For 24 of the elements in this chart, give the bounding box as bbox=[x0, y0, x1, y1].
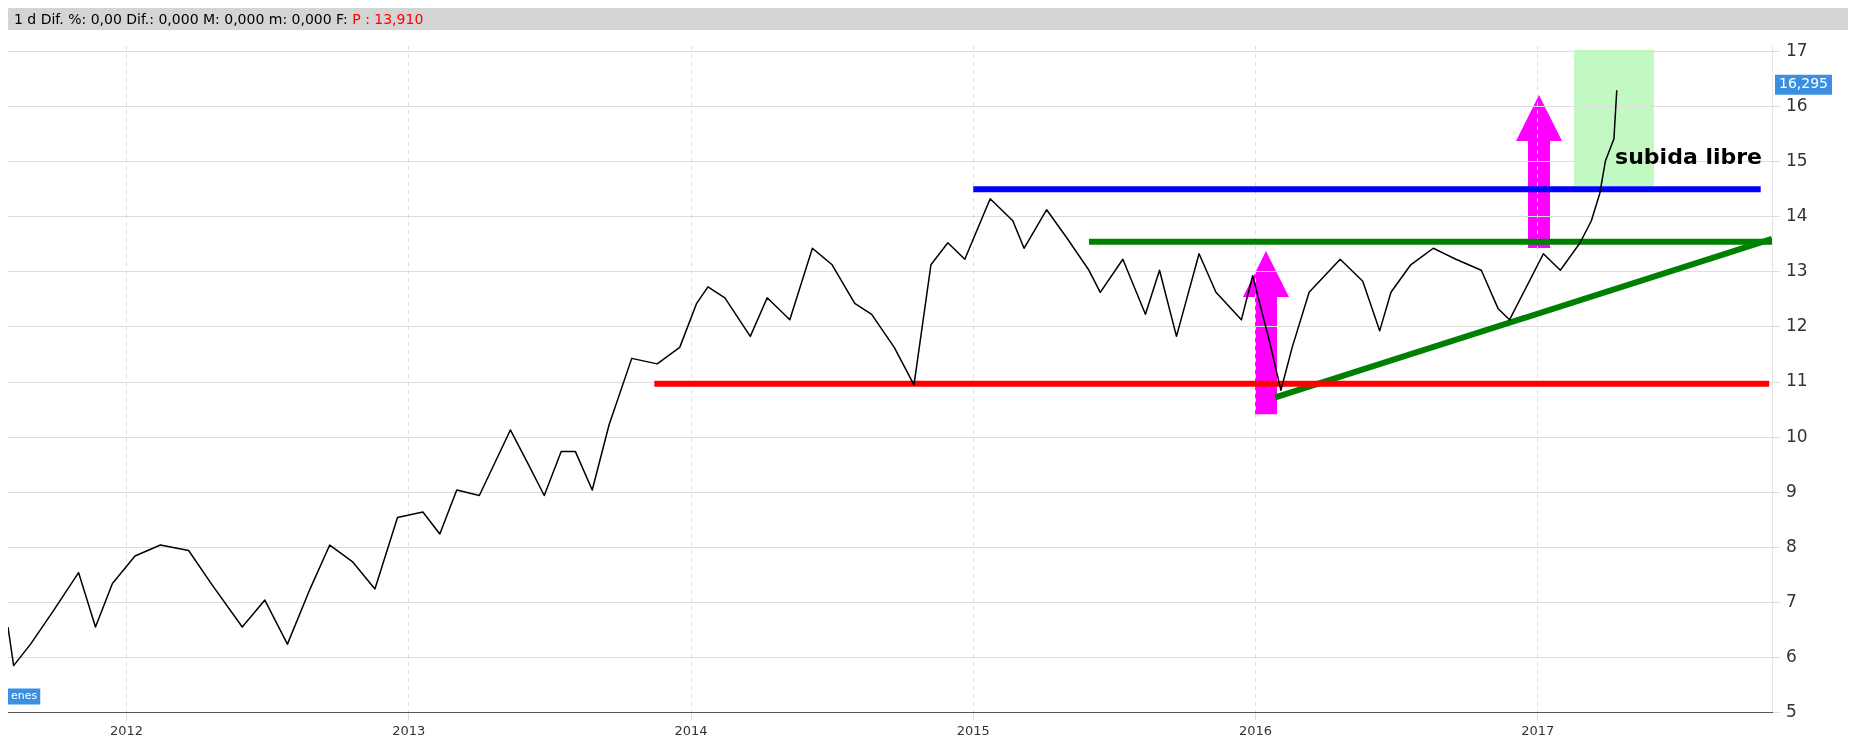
annotation: enes bbox=[11, 689, 38, 703]
y-tick-label: 11 bbox=[1786, 370, 1808, 391]
y-tick-label: 9 bbox=[1786, 480, 1797, 501]
x-tick-label: 2015 bbox=[956, 722, 990, 738]
chart-subtitle: P : 13,910 bbox=[352, 11, 424, 27]
annotation: subida libre bbox=[1615, 144, 1762, 170]
x-tick-label: 2017 bbox=[1521, 722, 1555, 738]
x-tick-label: 2014 bbox=[674, 722, 708, 738]
text: 16,295 bbox=[1779, 75, 1828, 92]
y-tick-label: 5 bbox=[1786, 700, 1797, 721]
y-tick-label: 13 bbox=[1786, 260, 1808, 281]
x-tick-label: 2013 bbox=[392, 722, 426, 738]
y-tick-label: 16 bbox=[1786, 95, 1808, 116]
y-tick-label: 15 bbox=[1786, 150, 1808, 171]
x-tick-label: 2016 bbox=[1238, 722, 1273, 738]
y-tick-label: 7 bbox=[1786, 590, 1797, 611]
y-tick-label: 14 bbox=[1786, 205, 1808, 226]
y-tick-label: 6 bbox=[1786, 645, 1797, 666]
y-tick-label: 17 bbox=[1786, 40, 1808, 61]
chart-title: 1 d Dif. %: 0,00 Dif.: 0,000 M: 0,000 m: 0,000 F: bbox=[14, 11, 348, 27]
y-tick-label: 8 bbox=[1786, 535, 1797, 556]
x-tick-label: 2012 bbox=[109, 722, 144, 738]
y-tick-label: 10 bbox=[1786, 425, 1808, 446]
y-tick-label: 12 bbox=[1786, 315, 1808, 336]
